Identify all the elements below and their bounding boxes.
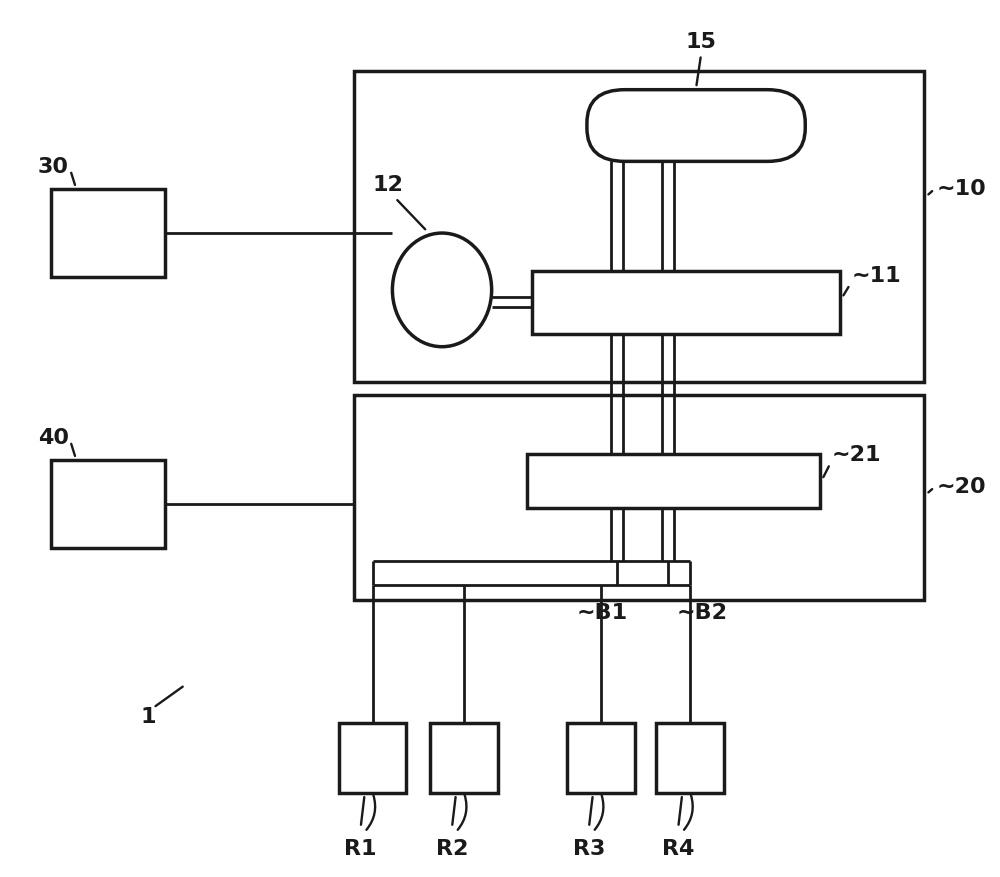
Text: ~11: ~11 [852,266,902,286]
Bar [567,723,635,793]
Text: 40: 40 [38,429,69,448]
Bar [51,189,165,277]
Text: 1: 1 [141,707,156,726]
Bar [656,723,724,793]
Text: R4: R4 [662,839,694,859]
Text: ~20: ~20 [936,477,986,497]
Text: ~B2: ~B2 [676,603,727,624]
Ellipse shape [392,233,492,346]
Text: R3: R3 [573,839,605,859]
Bar [339,723,406,793]
Bar [532,271,840,333]
Bar [354,395,924,600]
Text: ~10: ~10 [936,179,986,199]
Bar [354,71,924,381]
Text: 30: 30 [38,158,69,177]
Text: ~B1: ~B1 [577,603,628,624]
FancyBboxPatch shape [587,89,805,161]
Text: R2: R2 [436,839,468,859]
Text: 12: 12 [372,175,403,195]
Bar [51,460,165,548]
Text: 15: 15 [686,32,716,52]
Text: R1: R1 [344,839,377,859]
Bar [430,723,498,793]
Bar [527,454,820,509]
Text: ~21: ~21 [832,446,882,465]
